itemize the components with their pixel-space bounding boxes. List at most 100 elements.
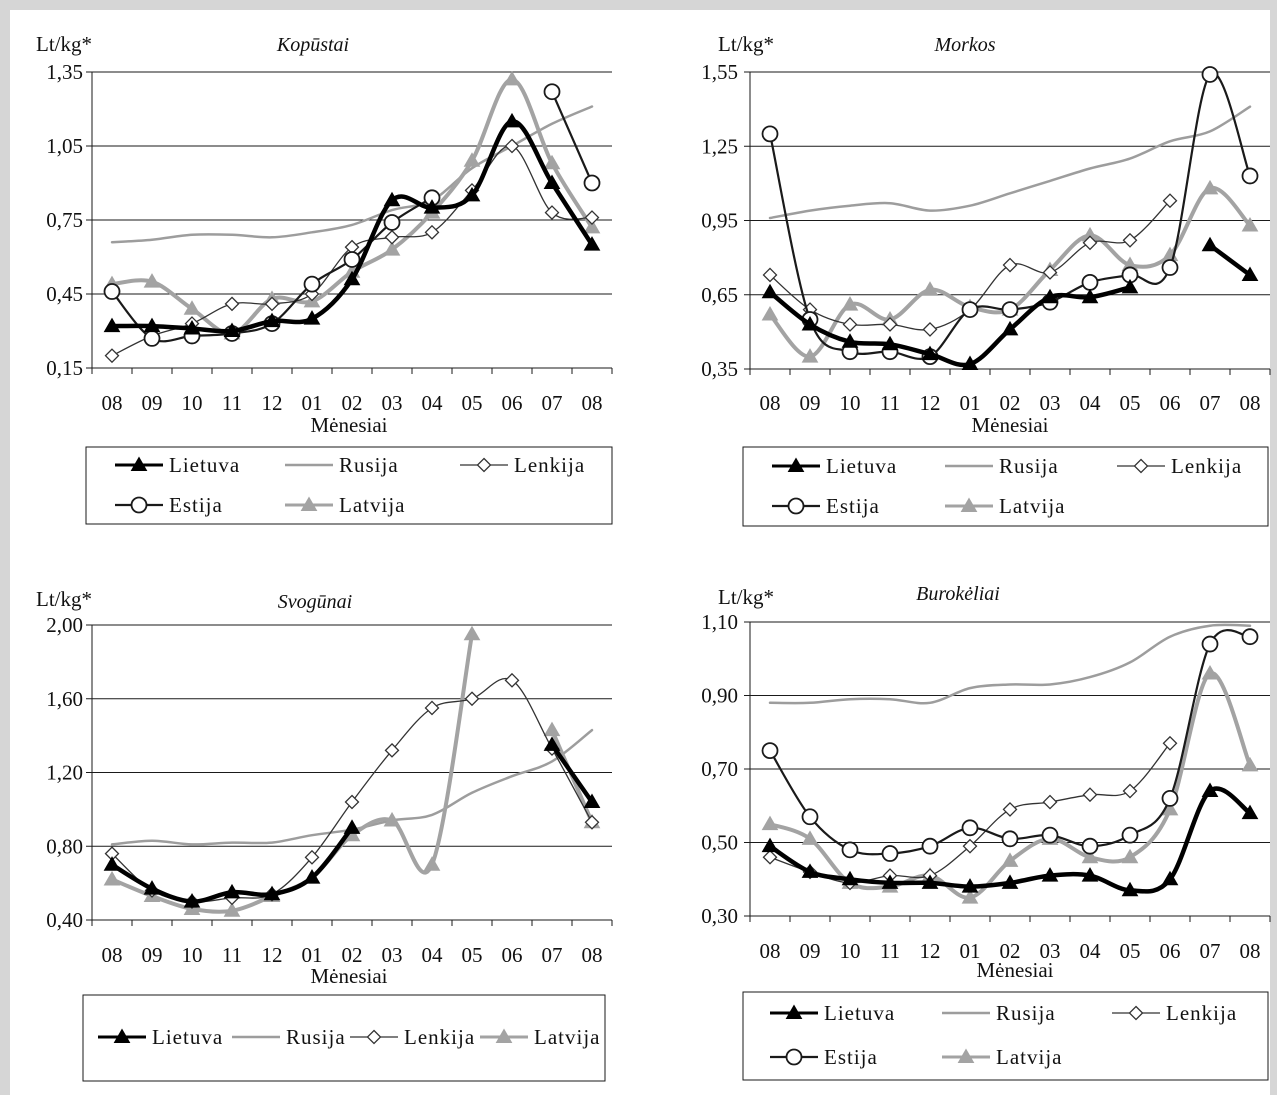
x-tick-label: 06 [502, 391, 523, 415]
x-tick-label: 12 [262, 391, 283, 415]
marker-lietuva [1241, 266, 1259, 281]
x-tick-label: 03 [1040, 391, 1061, 415]
marker-latvija [383, 241, 401, 256]
x-tick-label: 09 [142, 943, 163, 967]
legend-label: Lietuva [152, 1025, 223, 1049]
x-tick-label: 03 [382, 391, 403, 415]
legend-entry-lietuva: Lietuva [770, 1001, 894, 1025]
marker-estija [881, 845, 899, 862]
x-tick-label: 02 [342, 943, 363, 967]
x-tick-label: 08 [102, 943, 123, 967]
marker-estija [961, 301, 979, 319]
x-tick-label: 01 [302, 943, 323, 967]
x-tick-label: 08 [760, 939, 781, 963]
x-tick-label: 05 [1120, 391, 1141, 415]
marker-latvija [503, 70, 521, 86]
marker-lenkija [584, 814, 600, 830]
marker-lietuva [263, 885, 281, 901]
marker-estija [383, 214, 401, 231]
marker-latvija [423, 856, 441, 871]
marker-estija [761, 125, 779, 143]
legend: Lietuva Rusija Lenkija Estija Latvija [85, 446, 613, 525]
marker-latvija [543, 154, 561, 170]
marker-estija [303, 275, 321, 293]
x-tick-label: 02 [342, 391, 363, 415]
marker-lietuva [881, 874, 899, 889]
y-tick-label: 0,15 [46, 356, 83, 380]
legend-box [742, 991, 1269, 1081]
x-tick-label: 02 [1000, 391, 1021, 415]
marker-latvija [223, 902, 241, 917]
x-tick-label: 07 [1200, 939, 1221, 963]
marker-lietuva [423, 199, 441, 214]
marker-latvija [1241, 756, 1259, 772]
chart-title: Svogūnai [278, 591, 352, 613]
x-tick-label: 04 [1080, 939, 1102, 963]
marker-estija [1001, 830, 1019, 848]
marker-lietuva [1041, 867, 1059, 882]
marker-lietuva [801, 315, 819, 331]
legend-entry-lenkija: Lenkija [460, 453, 585, 477]
y-tick-label: 0,95 [701, 209, 738, 233]
series-lietuva [103, 112, 601, 337]
marker-lietuva [761, 283, 779, 299]
marker-estija [103, 283, 121, 300]
marker-lenkija [1002, 257, 1018, 273]
marker-lietuva [961, 355, 979, 371]
marker-lietuva [761, 837, 779, 853]
marker-latvija [961, 889, 979, 904]
marker-lietuva [130, 456, 148, 471]
marker-estija [1161, 259, 1179, 276]
marker-latvija [801, 348, 819, 363]
marker-estija [543, 83, 561, 101]
x-axis-title: Mėnesiai [977, 958, 1054, 982]
marker-lietuva [921, 345, 939, 361]
marker-estija [961, 819, 979, 837]
x-tick-label: 01 [960, 939, 981, 963]
legend-label: Rusija [339, 453, 399, 477]
marker-lenkija [464, 691, 480, 707]
marker-latvija [583, 218, 601, 234]
marker-estija [1201, 66, 1219, 83]
marker-latvija [761, 306, 779, 321]
y-axis-unit-label: Lt/kg* [36, 32, 92, 56]
marker-lenkija [1122, 783, 1138, 799]
series-rusija [768, 105, 1252, 220]
x-tick-label: 12 [920, 391, 941, 415]
marker-lenkija [304, 849, 320, 865]
chart-title: Burokėliai [916, 583, 1000, 605]
marker-latvija [957, 1048, 975, 1063]
legend-entry-rusija: Rusija [945, 454, 1058, 478]
figure-background [10, 10, 1270, 1095]
marker-lietuva [113, 1028, 131, 1043]
y-tick-label: 1,60 [46, 687, 83, 711]
marker-lenkija [384, 742, 400, 758]
legend-label: Latvija [534, 1025, 600, 1049]
marker-lietuva [503, 112, 521, 128]
y-tick-label: 0,75 [46, 208, 83, 232]
legend-label: Latvija [996, 1045, 1062, 1069]
x-tick-label: 11 [222, 391, 242, 415]
marker-lietuva [303, 310, 321, 325]
marker-lenkija [1082, 235, 1098, 251]
y-tick-label: 0,45 [46, 282, 83, 306]
x-tick-label: 11 [880, 939, 900, 963]
marker-lenkija [366, 1029, 382, 1045]
marker-latvija [1201, 179, 1219, 195]
x-tick-label: 04 [422, 943, 444, 967]
marker-latvija [300, 496, 318, 511]
legend-entry-latvija: Latvija [945, 494, 1064, 518]
x-axis-title: Mėnesiai [311, 964, 388, 988]
marker-lietuva [263, 312, 281, 328]
x-tick-label: 09 [800, 391, 821, 415]
y-axis-unit-label: Lt/kg* [36, 587, 92, 611]
y-axis-unit-label: Lt/kg* [718, 32, 774, 56]
series-lietuva [761, 782, 1259, 897]
x-tick-label: 06 [1160, 939, 1181, 963]
legend-label: Lenkija [514, 453, 585, 477]
marker-lietuva [961, 878, 979, 893]
x-tick-label: 05 [462, 943, 483, 967]
x-tick-label: 07 [542, 943, 563, 967]
marker-lenkija [424, 224, 440, 240]
chart-panel: Lt/kg* Burokėliai 0,30 0,50 0,70 0,90 1,10 08 09… [701, 583, 1271, 1081]
